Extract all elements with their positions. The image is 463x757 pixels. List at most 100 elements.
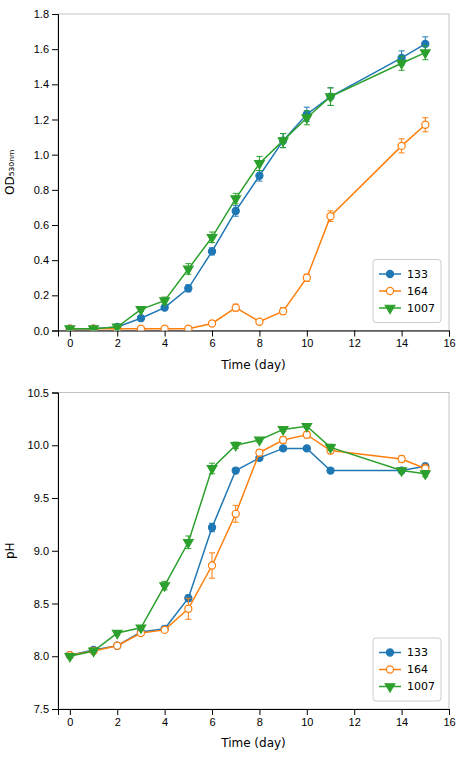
- point: [160, 298, 170, 306]
- axis-line: [52, 393, 59, 710]
- point: [303, 445, 310, 452]
- tick: 14: [396, 709, 408, 728]
- tick: 16: [443, 709, 455, 728]
- series-line: [70, 435, 425, 655]
- point: [136, 307, 146, 315]
- legend-item: 1007: [379, 302, 435, 315]
- series: [66, 445, 429, 659]
- tick: 1.0: [34, 149, 58, 161]
- tick-mark: [52, 84, 58, 85]
- series-line: [70, 125, 425, 329]
- error-bar: [233, 206, 239, 217]
- tick-mark: [165, 331, 166, 337]
- tick: 9.0: [34, 545, 58, 557]
- tick-mark: [52, 331, 58, 332]
- tick-label: 9.5: [34, 492, 49, 504]
- y-axis: 0.00.20.40.60.81.01.21.41.61.8: [34, 8, 59, 337]
- point: [208, 320, 215, 327]
- tick-label: 10.5: [28, 387, 49, 399]
- x-axis: 0246810121416: [59, 331, 456, 350]
- error-bar: [304, 274, 310, 281]
- tick-mark: [259, 331, 260, 337]
- tick: 1.4: [34, 78, 58, 90]
- tick-label: 8: [257, 716, 263, 728]
- tick-label: 8: [257, 337, 263, 349]
- error-bar: [280, 437, 286, 443]
- panel: 02468101214167.58.08.59.09.510.010.5Time…: [3, 387, 456, 750]
- tick: 6: [209, 709, 215, 728]
- tick-label: 2: [115, 716, 121, 728]
- point: [278, 138, 288, 146]
- tick-label: 1.0: [34, 149, 49, 161]
- legend-label: 1007: [407, 302, 435, 315]
- legend-label: 164: [407, 285, 428, 298]
- tick-mark: [449, 709, 450, 715]
- point: [65, 326, 75, 331]
- series: [66, 431, 429, 659]
- tick-mark: [307, 331, 308, 337]
- legend: 1331641007: [373, 638, 441, 701]
- point: [303, 274, 310, 281]
- series-line: [70, 426, 425, 656]
- tick: 0.8: [34, 184, 58, 196]
- tick-mark: [52, 498, 58, 499]
- tick: 10: [301, 709, 313, 728]
- tick-label: 1.2: [34, 114, 49, 126]
- tick-mark: [402, 709, 403, 715]
- tick-mark: [212, 709, 213, 715]
- tick: 9.5: [34, 492, 58, 504]
- tick-label: 1.4: [34, 78, 49, 90]
- axis-line: [59, 710, 450, 716]
- error-bar: [399, 139, 405, 153]
- tick: 10.0: [28, 439, 58, 451]
- tick-mark: [70, 709, 71, 715]
- error-bar: [256, 449, 262, 455]
- legend-item: 133: [379, 646, 428, 659]
- tick-mark: [117, 709, 118, 715]
- tick-mark: [52, 49, 58, 50]
- tick: 0.2: [34, 289, 58, 301]
- series-line: [70, 44, 425, 329]
- tick: 8: [257, 331, 263, 350]
- tick-label: 12: [349, 716, 361, 728]
- legend-item: 133: [379, 268, 428, 281]
- tick-mark: [259, 709, 260, 715]
- x-axis: 0246810121416: [59, 709, 456, 728]
- point: [185, 605, 192, 612]
- tick-mark: [52, 14, 58, 15]
- x-axis-title: Time (day): [220, 358, 286, 372]
- legend-marker: [385, 305, 395, 313]
- tick: 12: [349, 709, 361, 728]
- point: [136, 625, 146, 633]
- plot-frame: [58, 14, 449, 331]
- error-bar: [422, 118, 428, 132]
- point: [326, 94, 336, 102]
- tick-label: 10: [301, 337, 313, 349]
- series-line: [70, 53, 425, 329]
- legend-box: [373, 260, 441, 323]
- error-bar: [209, 523, 215, 531]
- point: [161, 325, 168, 330]
- point: [232, 467, 239, 474]
- axis-line: [52, 15, 59, 332]
- point: [232, 207, 239, 214]
- point: [231, 196, 241, 204]
- legend-label: 1007: [407, 680, 435, 693]
- tick: 8.0: [34, 650, 58, 662]
- tick-mark: [52, 604, 58, 605]
- figure: 02468101214160.00.20.40.60.81.01.21.41.6…: [0, 0, 463, 757]
- tick: 6: [209, 331, 215, 350]
- tick-mark: [212, 331, 213, 337]
- point: [89, 648, 99, 656]
- error-bar: [233, 505, 239, 522]
- point: [255, 437, 265, 445]
- tick-mark: [354, 709, 355, 715]
- tick-label: 0.6: [34, 219, 49, 231]
- tick: 0: [67, 709, 73, 728]
- point: [420, 471, 430, 479]
- tick-label: 6: [209, 716, 215, 728]
- tick-mark: [52, 551, 58, 552]
- legend-item: 1007: [379, 680, 435, 693]
- legend-marker: [386, 666, 393, 673]
- legend: 133 164 1007: [373, 260, 441, 323]
